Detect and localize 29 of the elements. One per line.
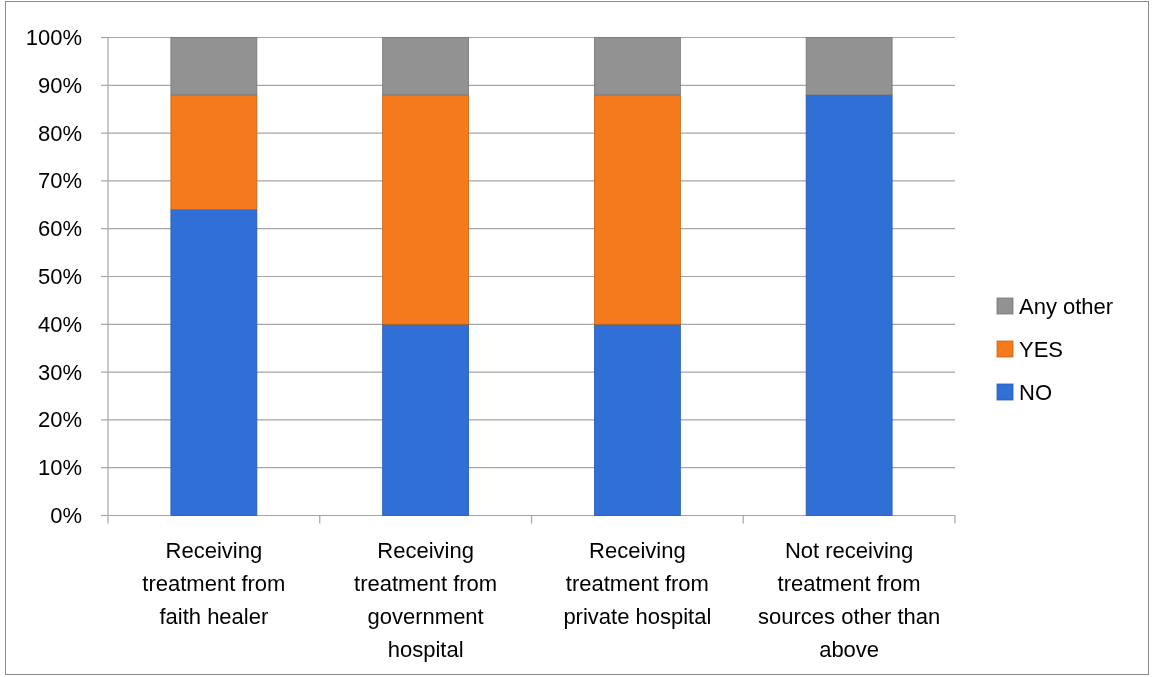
y-tick-label: 80% <box>37 120 82 146</box>
y-tick-label: 90% <box>37 72 82 98</box>
legend-label: NO <box>1019 379 1052 405</box>
bar <box>805 94 893 516</box>
legend-label: YES <box>1019 336 1064 362</box>
y-tick-label: 100% <box>25 25 82 50</box>
y-tick-label: 40% <box>37 311 82 337</box>
bar <box>382 37 470 96</box>
x-tick-label: Receiving treatment from private hospital <box>563 537 712 629</box>
y-tick-label: 0% <box>50 503 82 528</box>
x-tick-label: Not receiving treatment from sources other than above <box>758 537 941 662</box>
y-tick-label: 20% <box>37 407 82 433</box>
y-tick-label: 30% <box>37 359 82 385</box>
bar <box>382 323 470 516</box>
y-tick-label: 70% <box>37 168 82 194</box>
y-tick-label: 10% <box>37 455 82 481</box>
x-tick-label: Receiving treatment from government hospital <box>354 537 498 662</box>
bar <box>593 37 681 96</box>
bar <box>170 209 258 516</box>
bar <box>805 37 893 96</box>
y-tick-label: 50% <box>37 264 82 289</box>
y-tick-label: 60% <box>37 216 82 242</box>
x-tick-label: Receiving treatment from faith healer <box>142 537 286 629</box>
bar <box>170 37 258 96</box>
bar <box>593 94 681 325</box>
bar <box>170 94 258 210</box>
legend-label: Any other <box>1019 293 1114 319</box>
bar <box>382 94 470 325</box>
bar <box>593 323 681 516</box>
